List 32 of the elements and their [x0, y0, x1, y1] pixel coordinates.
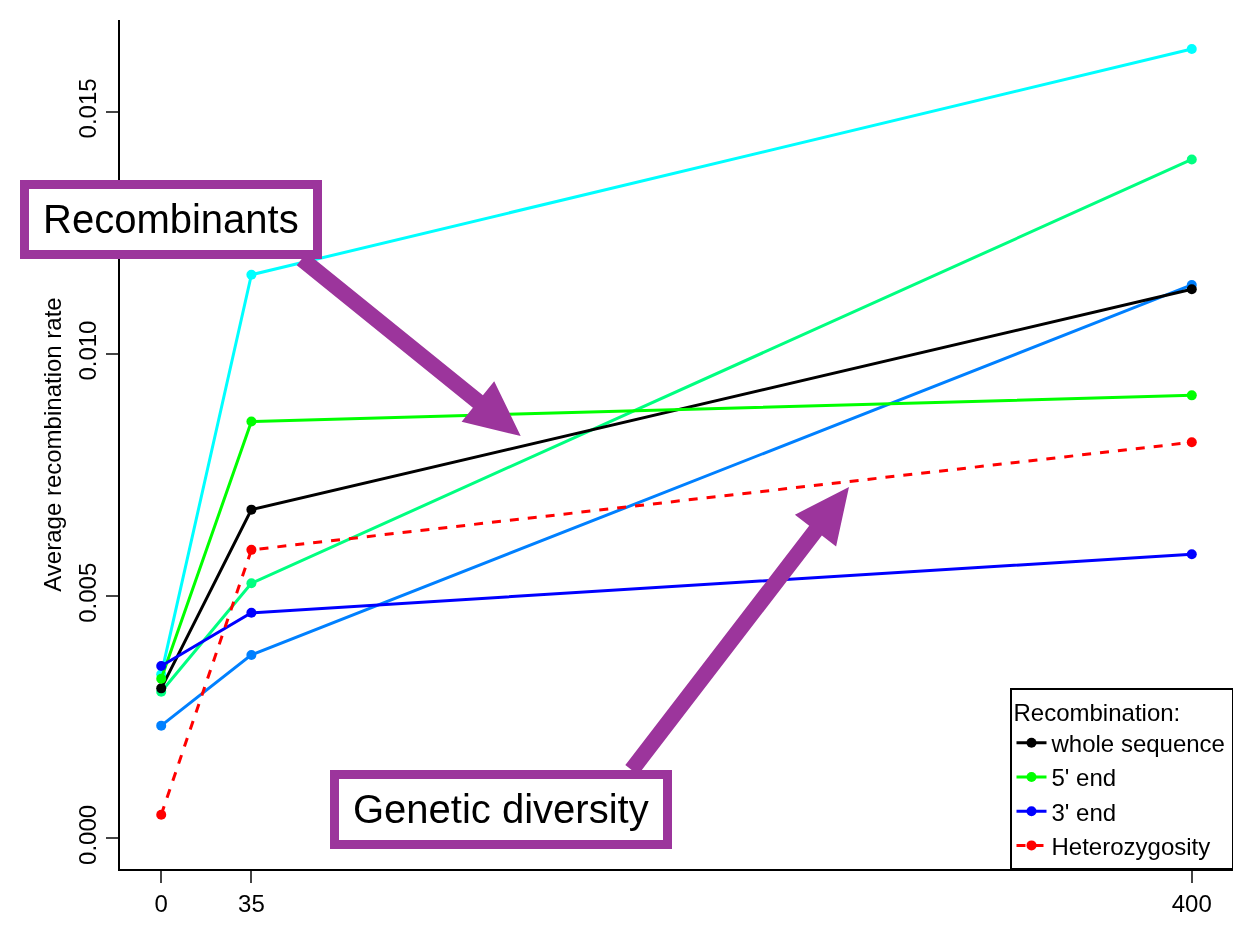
point [156, 661, 167, 672]
legend-title: Recombination: [1013, 698, 1181, 726]
point [246, 504, 257, 515]
x-tick-label: 35 [238, 889, 265, 917]
point [1186, 390, 1197, 401]
point [156, 673, 167, 684]
point [246, 269, 257, 280]
y-tick-label: 0.005 [74, 562, 102, 623]
y-axis-title: Average recombination rate [39, 297, 66, 592]
point [156, 720, 167, 731]
point [246, 607, 257, 618]
point [246, 416, 257, 427]
legend-label: whole sequence [1050, 730, 1225, 758]
annotation: Recombinants [20, 180, 322, 259]
legend-label: 3' end [1051, 798, 1117, 826]
point [246, 649, 257, 660]
annotation: Genetic diversity [330, 770, 672, 849]
point [246, 544, 257, 555]
legend-label: 5' end [1051, 764, 1117, 792]
x-tick-label: 400 [1171, 889, 1212, 917]
y-tick-label: 0.010 [74, 320, 102, 381]
y-tick-label: 0.015 [74, 78, 102, 139]
point [1186, 549, 1197, 560]
point [1186, 437, 1197, 448]
point [246, 578, 257, 589]
point [1186, 44, 1197, 55]
x-tick-label: 0 [154, 889, 168, 917]
point [156, 809, 167, 820]
point [1186, 154, 1197, 165]
point [1186, 284, 1197, 295]
legend-label: Heterozygosity [1051, 832, 1211, 860]
y-tick-label: 0.000 [74, 804, 102, 865]
